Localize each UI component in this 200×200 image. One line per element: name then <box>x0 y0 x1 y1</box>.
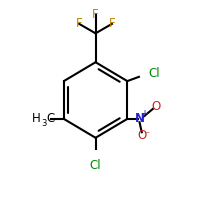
Text: O: O <box>137 129 146 142</box>
Text: N: N <box>135 112 145 125</box>
Text: H: H <box>32 112 40 125</box>
Text: F: F <box>92 8 99 21</box>
Text: O: O <box>152 100 161 113</box>
Text: C: C <box>46 112 55 125</box>
Text: F: F <box>109 17 115 30</box>
Text: F: F <box>76 17 83 30</box>
Text: +: + <box>140 109 148 119</box>
Text: Cl: Cl <box>148 67 160 80</box>
Text: ⁻: ⁻ <box>144 131 149 141</box>
Text: Cl: Cl <box>90 159 101 172</box>
Text: 3: 3 <box>42 119 47 128</box>
